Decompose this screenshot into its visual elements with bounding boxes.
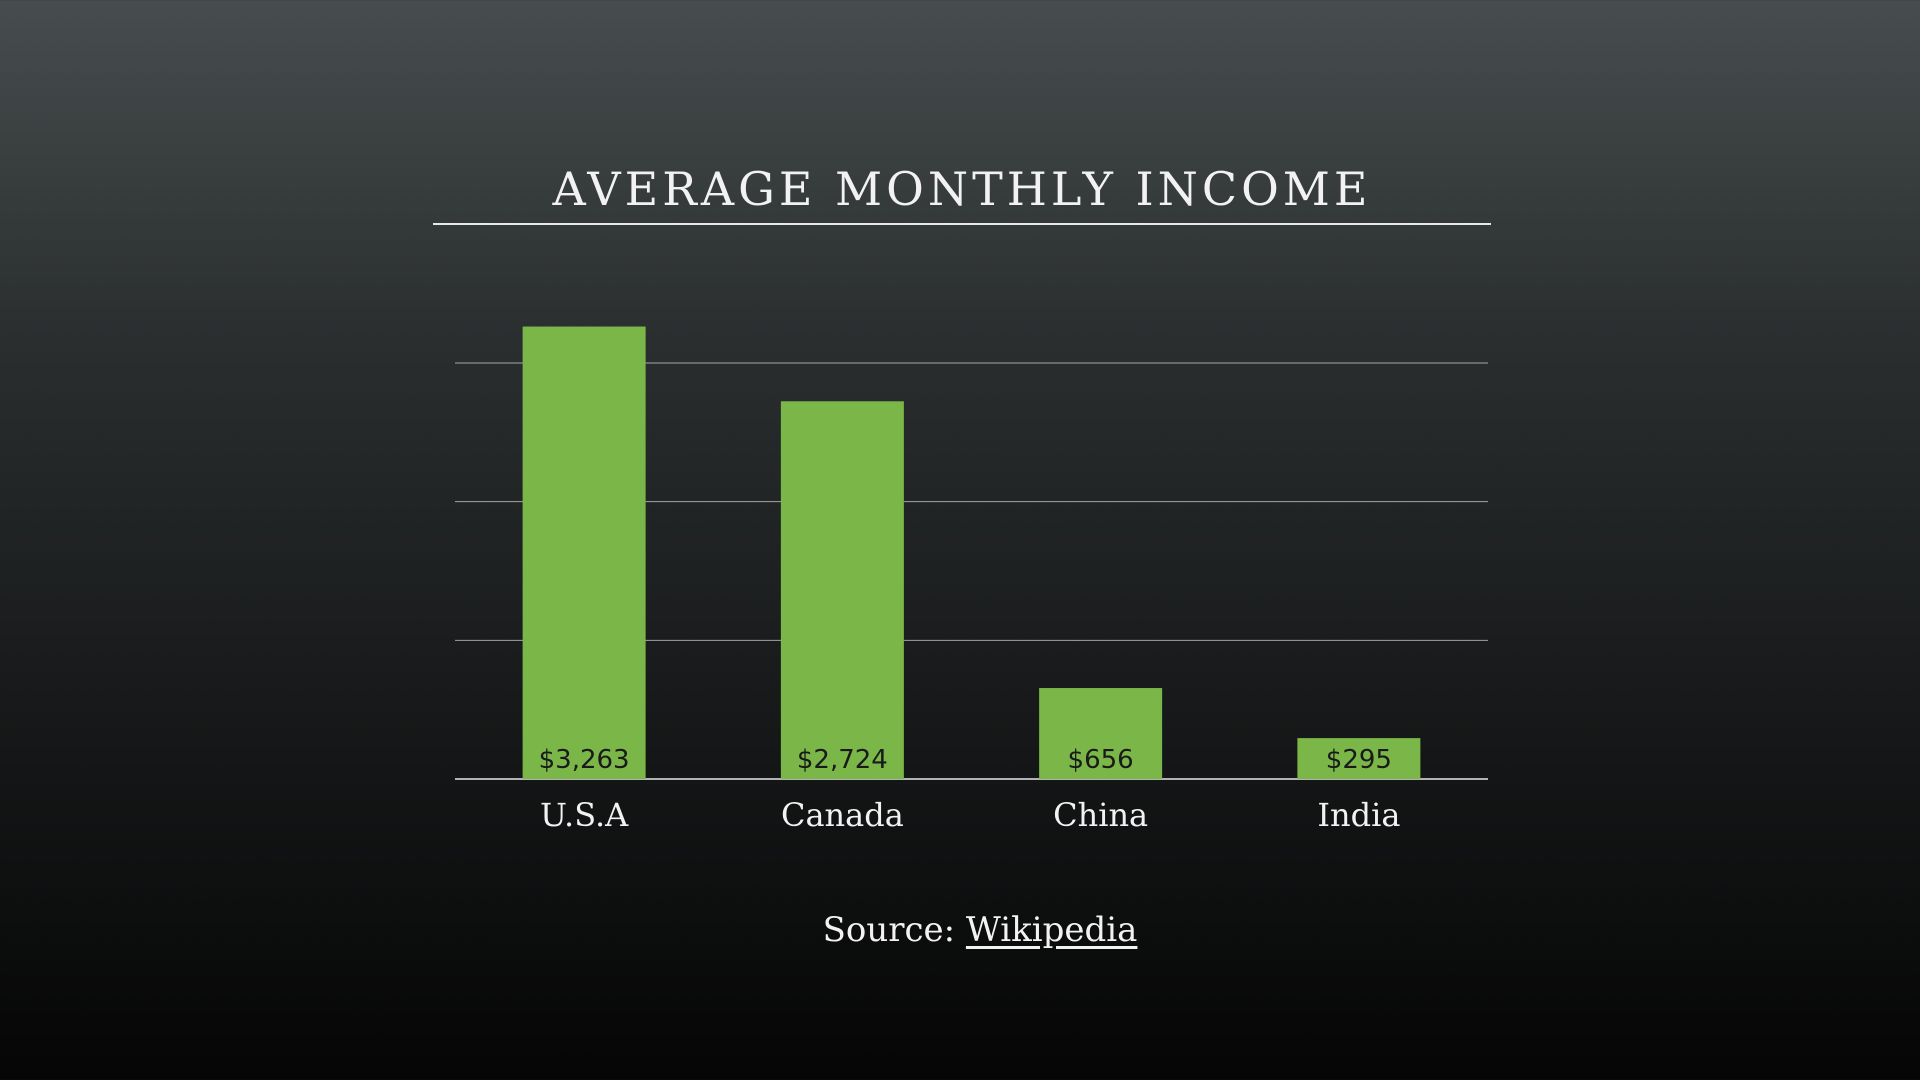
bar-u-s-a (522, 326, 646, 779)
category-labels: U.S.A Canada China India (540, 796, 1400, 834)
category-label: China (1053, 796, 1148, 834)
data-labels: $3,263 $2,724 $656 $295 (539, 745, 1392, 775)
source-label: Source: (822, 910, 956, 950)
bar-india (1297, 738, 1421, 779)
bars (522, 326, 1421, 779)
data-label: $3,263 (539, 745, 630, 775)
source-line: Source: Wikipedia (0, 910, 1920, 950)
bar-china (1039, 688, 1163, 779)
category-label: U.S.A (540, 796, 629, 834)
category-label: India (1317, 796, 1400, 834)
bar-canada (780, 401, 904, 779)
data-label: $2,724 (797, 745, 888, 775)
source-link[interactable]: Wikipedia (965, 910, 1138, 950)
chart-title: AVERAGE MONTHLY INCOME (552, 162, 1372, 216)
data-label: $295 (1326, 745, 1392, 775)
data-label: $656 (1068, 745, 1134, 775)
title-divider (433, 223, 1491, 225)
category-label: Canada (781, 796, 904, 834)
